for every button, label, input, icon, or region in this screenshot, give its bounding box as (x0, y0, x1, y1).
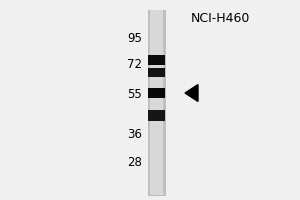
Text: 72: 72 (127, 58, 142, 72)
Text: 28: 28 (127, 156, 142, 168)
Bar (148, 110, 165, 120)
Text: 36: 36 (127, 129, 142, 142)
Text: NCI-H460: NCI-H460 (190, 12, 250, 25)
Bar (148, 55, 165, 65)
Bar (148, 10, 165, 195)
Bar (148, 68, 165, 76)
Bar (148, 88, 165, 98)
Text: 95: 95 (127, 31, 142, 45)
Polygon shape (185, 85, 198, 101)
Text: 55: 55 (127, 88, 142, 102)
Bar (150, 10, 163, 195)
